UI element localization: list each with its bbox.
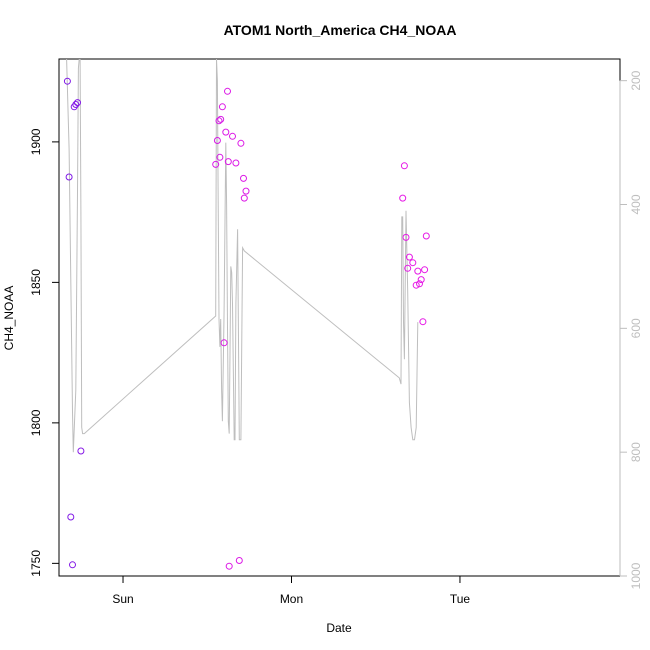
x-tick-label: Mon bbox=[280, 592, 303, 606]
data-point bbox=[404, 264, 412, 272]
data-point bbox=[422, 232, 430, 240]
data-point bbox=[224, 87, 231, 95]
data-point bbox=[217, 115, 225, 123]
data-point bbox=[65, 173, 73, 181]
data-point bbox=[414, 267, 422, 275]
data-point bbox=[240, 174, 247, 182]
x-tick-label: Tue bbox=[450, 592, 471, 606]
plot-area-frame bbox=[58, 58, 621, 577]
data-point bbox=[225, 562, 233, 570]
x-axis: Sun Mon Tue bbox=[112, 575, 471, 606]
data-point bbox=[417, 276, 425, 284]
y-tick-label: 1900 bbox=[29, 128, 43, 155]
data-point bbox=[402, 233, 410, 241]
altitude-series-line bbox=[66, 59, 419, 453]
data-point bbox=[212, 160, 220, 168]
y2-tick-label: 600 bbox=[629, 318, 643, 338]
data-point bbox=[67, 513, 75, 521]
data-point bbox=[74, 99, 81, 107]
data-point bbox=[399, 194, 407, 202]
data-point bbox=[419, 318, 427, 326]
data-point bbox=[232, 159, 240, 167]
y-tick-label: 1750 bbox=[29, 550, 43, 577]
altitude-line-layer bbox=[66, 59, 419, 453]
data-point-layer bbox=[63, 77, 430, 570]
data-point bbox=[220, 339, 228, 347]
data-point bbox=[213, 137, 221, 144]
y2-tick-label: 800 bbox=[629, 442, 643, 462]
data-point bbox=[240, 194, 248, 202]
data-point bbox=[400, 162, 408, 170]
data-point bbox=[63, 77, 71, 85]
y-axis-left: 1750 1800 1850 1900 bbox=[29, 128, 60, 577]
x-tick-label: Sun bbox=[112, 592, 133, 606]
y2-tick-label: 200 bbox=[629, 70, 643, 90]
data-point bbox=[242, 187, 250, 195]
data-point bbox=[421, 266, 429, 274]
x-axis-label: Date bbox=[326, 621, 352, 635]
data-point bbox=[224, 158, 232, 166]
data-point bbox=[416, 280, 423, 288]
data-point bbox=[222, 128, 230, 136]
y2-tick-label: 1000 bbox=[629, 562, 643, 589]
data-point bbox=[229, 132, 236, 140]
data-point bbox=[72, 101, 80, 108]
data-point bbox=[405, 253, 413, 261]
data-point bbox=[216, 153, 224, 161]
data-point bbox=[218, 103, 226, 111]
y-tick-label: 1850 bbox=[29, 269, 43, 296]
y-tick-label: 1800 bbox=[29, 409, 43, 436]
data-point bbox=[77, 447, 85, 455]
data-point bbox=[412, 281, 420, 289]
y-axis-label: CH4_NOAA bbox=[2, 286, 16, 351]
chart-title: ATOM1 North_America CH4_NOAA bbox=[224, 22, 457, 38]
data-point bbox=[235, 557, 243, 564]
data-point bbox=[215, 117, 223, 125]
y-axis-right: 200 400 600 800 1000 bbox=[619, 70, 643, 589]
data-point bbox=[237, 139, 245, 147]
data-point bbox=[409, 259, 417, 267]
y2-tick-label: 400 bbox=[629, 194, 643, 214]
data-point bbox=[69, 561, 76, 569]
